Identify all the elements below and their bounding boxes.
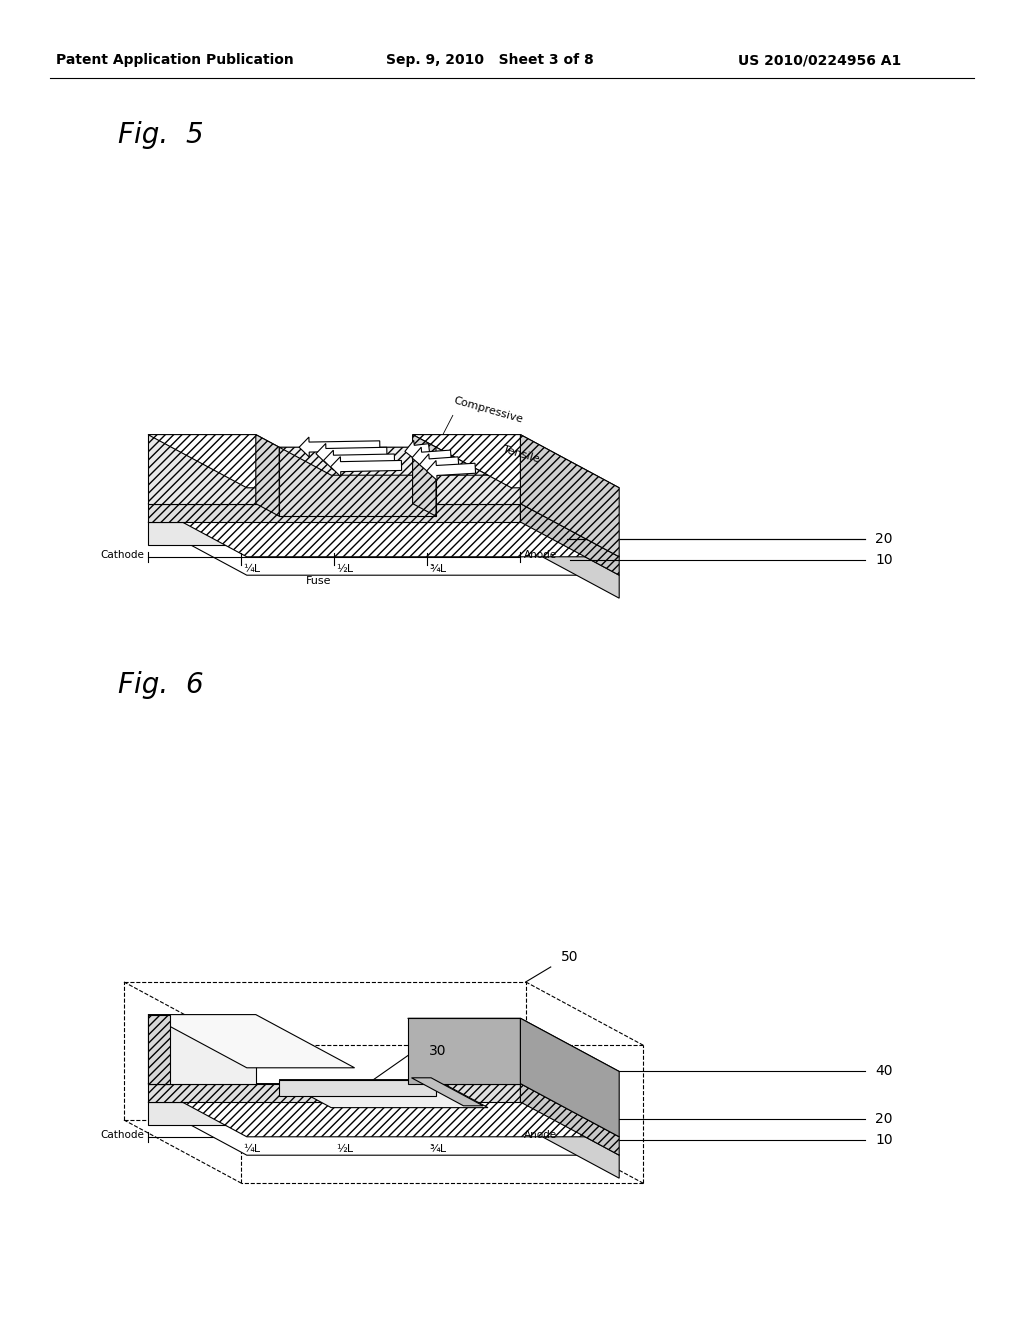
Polygon shape — [404, 441, 430, 461]
Polygon shape — [413, 434, 620, 488]
Text: Fig.  5: Fig. 5 — [118, 121, 204, 149]
Text: Sep. 9, 2010   Sheet 3 of 8: Sep. 9, 2010 Sheet 3 of 8 — [386, 53, 594, 67]
Polygon shape — [408, 1018, 520, 1084]
Polygon shape — [148, 1015, 170, 1084]
Polygon shape — [148, 1102, 520, 1125]
Text: ¾L: ¾L — [429, 564, 446, 574]
Polygon shape — [412, 447, 452, 467]
Text: US 2010/0224956 A1: US 2010/0224956 A1 — [738, 53, 901, 67]
Polygon shape — [280, 1080, 436, 1096]
Text: Cathode: Cathode — [100, 550, 144, 560]
Text: ¼L: ¼L — [243, 564, 260, 574]
Polygon shape — [420, 454, 459, 474]
Polygon shape — [148, 1102, 620, 1155]
Polygon shape — [148, 1015, 256, 1084]
Text: Compressive: Compressive — [453, 396, 524, 425]
Text: 50: 50 — [561, 950, 579, 964]
Polygon shape — [427, 461, 475, 480]
Polygon shape — [148, 521, 520, 545]
Polygon shape — [280, 447, 488, 475]
Text: 30: 30 — [429, 1044, 446, 1059]
Polygon shape — [148, 1015, 354, 1068]
Polygon shape — [412, 1078, 483, 1106]
Polygon shape — [316, 444, 387, 463]
Polygon shape — [148, 1084, 520, 1102]
Text: 20: 20 — [874, 532, 893, 546]
Text: Tensile: Tensile — [501, 445, 540, 465]
Polygon shape — [520, 504, 620, 576]
Polygon shape — [520, 1084, 620, 1155]
Text: ¼L: ¼L — [243, 1144, 260, 1154]
Polygon shape — [331, 457, 401, 477]
Polygon shape — [299, 437, 380, 457]
Polygon shape — [324, 450, 394, 470]
Polygon shape — [520, 434, 620, 557]
Polygon shape — [280, 1080, 488, 1107]
Text: 10: 10 — [874, 553, 893, 568]
Text: Patent Application Publication: Patent Application Publication — [56, 53, 294, 67]
Text: Anode: Anode — [524, 1130, 557, 1140]
Polygon shape — [256, 434, 280, 516]
Text: 10: 10 — [874, 1133, 893, 1147]
Text: ¾L: ¾L — [429, 1144, 446, 1154]
Text: Anode: Anode — [524, 550, 557, 560]
Polygon shape — [148, 434, 354, 488]
Polygon shape — [520, 1018, 620, 1137]
Polygon shape — [148, 521, 620, 576]
Polygon shape — [148, 434, 256, 504]
Polygon shape — [413, 434, 436, 516]
Text: ½L: ½L — [336, 564, 353, 574]
Text: ½L: ½L — [336, 1144, 353, 1154]
Polygon shape — [148, 504, 620, 557]
Polygon shape — [520, 1102, 620, 1179]
Polygon shape — [148, 1084, 620, 1137]
Text: 40: 40 — [874, 1064, 893, 1078]
Text: Fuse: Fuse — [306, 576, 332, 586]
Polygon shape — [280, 447, 436, 516]
Polygon shape — [413, 434, 520, 504]
Polygon shape — [520, 521, 620, 598]
Polygon shape — [148, 504, 520, 521]
Text: 20: 20 — [874, 1113, 893, 1126]
Polygon shape — [408, 1018, 620, 1072]
Text: Fig.  6: Fig. 6 — [118, 671, 204, 700]
Text: Cathode: Cathode — [100, 1130, 144, 1140]
